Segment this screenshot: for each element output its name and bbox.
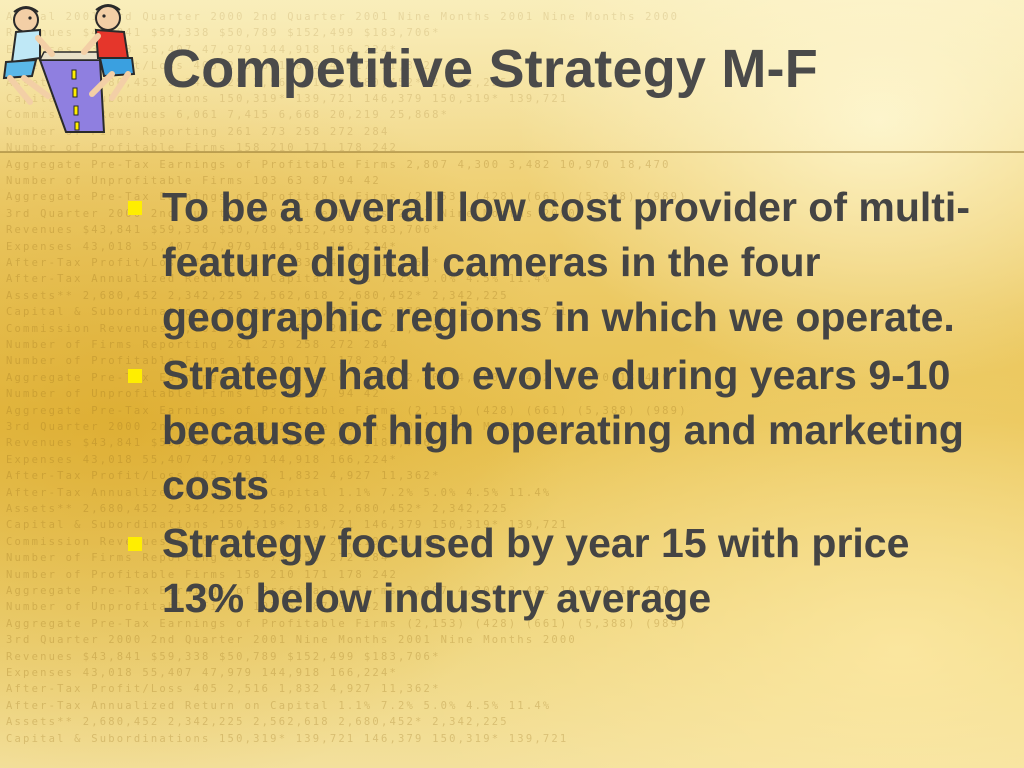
watermark-line: Expenses 43,018 55,407 47,979 144,918 16… xyxy=(6,667,398,679)
bullet-text: To be a overall low cost provider of mul… xyxy=(162,184,970,340)
watermark-line: Aggregate Pre-Tax Earnings of Profitable… xyxy=(6,585,671,597)
two-people-pulling-road-clipart-icon xyxy=(2,4,136,133)
bullet-item: Strategy had to evolve during years 9-10… xyxy=(124,348,994,513)
watermark-line: Expenses 43,018 55,407 47,979 144,918 16… xyxy=(6,453,398,466)
bullet-text: Strategy had to evolve during years 9-10… xyxy=(162,352,964,508)
watermark-line: Assets** 2,680,452 2,342,225 2,562,618 2… xyxy=(6,716,509,729)
watermark-line: 3rd Quarter 2000 2nd Quarter 2001 Nine M… xyxy=(6,421,577,433)
square-bullet-icon xyxy=(128,201,142,215)
watermark-line: After-Tax Annualized Return on Capital 1… xyxy=(6,699,552,712)
square-bullet-icon xyxy=(128,369,142,383)
watermark-line: Capital & Subordinations 150,319* 139,72… xyxy=(6,519,569,532)
watermark-line: Number of Profitable Firms 158 210 171 1… xyxy=(6,355,398,368)
watermark-line: After-Tax Annualized Return on Capital 1… xyxy=(6,486,552,499)
watermark-line: Aggregate Pre-Tax Earnings of Profitable… xyxy=(6,371,671,384)
title-divider xyxy=(0,151,1024,153)
watermark-line: Capital & Subordinations 150,319* 139,72… xyxy=(6,306,569,319)
watermark-line: Aggregate Pre-Tax Earnings of Profitable… xyxy=(6,191,688,204)
watermark-line: Commission Revenues 6,061 7,415 6,668 20… xyxy=(6,322,450,335)
watermark-line: Revenues $43,841 $59,338 $50,789 $152,49… xyxy=(6,224,441,237)
watermark-line: After-Tax Profit/Loss 405 2,516 1,832 4,… xyxy=(6,61,441,72)
bullet-item: To be a overall low cost provider of mul… xyxy=(124,180,994,345)
watermark-line: Aggregate Pre-Tax Earnings of Profitable… xyxy=(6,158,671,171)
watermark-line: After-Tax Profit/Loss 405 2,516 1,832 4,… xyxy=(6,257,441,269)
bullet-text: Strategy focused by year 15 with price 1… xyxy=(162,520,910,621)
watermark-line: Number of Unprofitable Firms 103 63 87 9… xyxy=(6,175,381,187)
watermark-line: After-Tax Profit/Loss 405 2,516 1,832 4,… xyxy=(6,470,441,483)
watermark-line: Number of Profitable Firms 158 210 171 1… xyxy=(6,568,398,581)
watermark-line: Number of Firms Reporting 261 273 258 27… xyxy=(6,339,390,351)
watermark-line: After-Tax Profit/Loss 405 2,516 1,832 4,… xyxy=(6,683,441,696)
watermark-line: Commission Revenues 6,061 7,415 6,668 20… xyxy=(6,535,450,548)
watermark-line: Capital & Subordinations 150,319* 139,72… xyxy=(6,94,568,105)
watermark-line: 3rd Quarter 2000 2nd Quarter 2001 Nine M… xyxy=(6,634,577,647)
watermark-line: Expenses 43,018 55,407 47,979 144,918 16… xyxy=(6,45,398,56)
square-bullet-icon xyxy=(128,537,142,551)
watermark-line: Number of Unprofitable Firms 103 63 87 9… xyxy=(6,388,381,401)
title-band xyxy=(0,0,1024,152)
watermark-line: 3rd Quarter 2000 2nd Quarter 2001 Nine M… xyxy=(6,207,577,220)
watermark-line: Revenues $43,841 $59,338 $50,789 $152,49… xyxy=(6,28,441,39)
bullet-item: Strategy focused by year 15 with price 1… xyxy=(124,516,994,626)
watermark-line: Number of Firms Reporting 261 273 258 27… xyxy=(6,552,390,565)
watermark-line: Commission Revenues 6,061 7,415 6,668 20… xyxy=(6,110,449,121)
watermark-line: Capital & Subordinations 150,319* 139,72… xyxy=(6,732,569,745)
watermark-line: Revenues $43,841 $59,338 $50,789 $152,49… xyxy=(6,650,441,663)
watermark-line: Revenues $43,841 $59,338 $50,789 $152,49… xyxy=(6,437,441,450)
slide-title: Competitive Strategy M-F xyxy=(162,39,818,99)
watermark-line: Number of Firms Reporting 261 273 258 27… xyxy=(6,127,389,138)
watermark-line: Aggregate Pre-Tax Earnings of Profitable… xyxy=(6,404,688,417)
watermark-line: Number of Profitable Firms 158 210 171 1… xyxy=(6,143,398,154)
watermark-line: After-Tax Annualized Return on Capital 1… xyxy=(6,273,552,286)
watermark-line: Assets** 2,680,452 2,342,225 2,562,618 2… xyxy=(6,289,509,302)
watermark-line: Expenses 43,018 55,407 47,979 144,918 16… xyxy=(6,240,398,253)
watermark-line: Aggregate Pre-Tax Earnings of Profitable… xyxy=(6,617,688,630)
watermark-line: Assets** 2,680,452 2,342,225 2,562,618 2… xyxy=(6,503,509,515)
bullet-list: To be a overall low cost provider of mul… xyxy=(124,180,994,629)
watermark-line: Annual 2001 3rd Quarter 2000 2nd Quarter… xyxy=(6,12,679,23)
watermark-line: Assets** 2,680,452 2,342,225 2,562,618 2… xyxy=(6,78,509,89)
watermark-line: Number of Unprofitable Firms 103 63 87 9… xyxy=(6,601,381,614)
